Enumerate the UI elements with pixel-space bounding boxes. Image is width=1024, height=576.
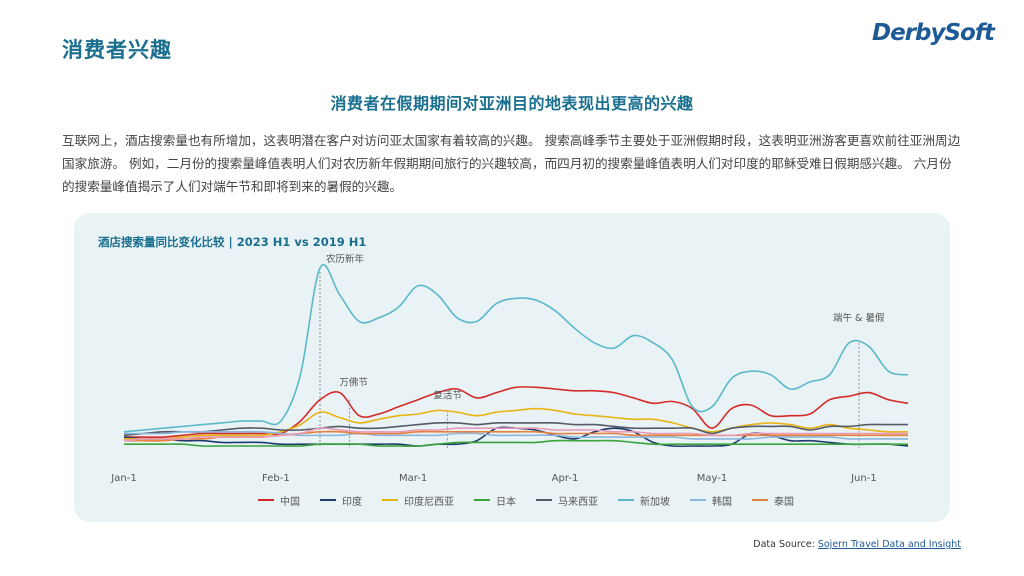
chart-card: Jan-1 Feb-1 Mar-1 Apr-1 May-1 Jun-1 农历新年万佛节复活…	[74, 213, 950, 522]
legend-label: 新加坡	[640, 496, 670, 508]
legend-item: 印度尼西亚	[382, 493, 454, 508]
annotation-label: 农历新年	[326, 253, 365, 265]
legend-swatch	[536, 499, 552, 501]
line-chart: Jan-1 Feb-1 Mar-1 Apr-1 May-1 Jun-1 农历新年万佛节复活…	[110, 253, 909, 484]
series-line-2	[123, 407, 909, 440]
annotation-label: 端午 & 暑假	[833, 312, 885, 324]
data-source: Data Source: Sojern Travel Data and Insi…	[753, 539, 961, 550]
legend-swatch	[320, 499, 336, 501]
legend-swatch	[618, 499, 634, 501]
series-line-3	[124, 439, 908, 447]
legend-label: 印度尼西亚	[404, 496, 454, 508]
x-tick-label: Jan-1	[110, 473, 136, 484]
description-paragraph: 互联网上，酒店搜索量也有所增加，这表明潜在客户对访问亚太国家有着较高的兴趣。 搜…	[62, 133, 961, 194]
annotation-label: 复活节	[433, 389, 462, 401]
legend-swatch	[258, 499, 274, 501]
x-tick-label: Jun-1	[850, 473, 877, 484]
derbysoft-logo: DerbySoft	[872, 20, 995, 46]
series-line-6	[124, 430, 909, 440]
chart-title: 酒店搜索量同比变化比较 | 2023 H1 vs 2019 H1	[98, 235, 367, 249]
legend-label: 日本	[496, 496, 516, 508]
legend-label: 韩国	[712, 496, 732, 508]
legend-item: 日本	[474, 493, 516, 508]
legend-swatch	[382, 499, 398, 501]
legend-item: 马来西亚	[536, 493, 598, 508]
series-line-4	[123, 421, 908, 437]
series-line-8	[123, 427, 908, 442]
legend-swatch	[690, 499, 706, 501]
legend-swatch	[752, 499, 768, 501]
legend-label: 泰国	[774, 496, 794, 508]
x-tick-label: May-1	[697, 473, 727, 484]
legend-label: 马来西亚	[558, 496, 598, 508]
legend-item: 中国	[258, 493, 300, 508]
source-link[interactable]: Sojern Travel Data and Insight	[817, 539, 961, 550]
annotation-label: 万佛节	[339, 377, 368, 389]
series-line-5	[123, 264, 909, 433]
headline: 消费者在假期期间对亚洲目的地表现出更高的兴趣	[330, 94, 694, 113]
legend-item: 韩国	[690, 493, 732, 508]
series-line-0	[124, 386, 909, 439]
legend-item: 新加坡	[618, 493, 670, 508]
x-tick-label: Feb-1	[262, 473, 290, 484]
legend-item: 印度	[320, 493, 362, 508]
legend-item: 泰国	[752, 493, 794, 508]
page-title: 消费者兴趣	[62, 38, 172, 62]
source-label: Data Source:	[753, 539, 818, 550]
legend-label: 印度	[342, 496, 362, 508]
legend-swatch	[474, 499, 490, 501]
x-tick-label: Mar-1	[399, 473, 427, 484]
legend-label: 中国	[280, 496, 300, 508]
chart-legend: 中国 印度 印度尼西亚 日本 马来西亚 新加坡 韩国 泰国	[258, 493, 814, 508]
x-tick-label: Apr-1	[552, 473, 579, 484]
